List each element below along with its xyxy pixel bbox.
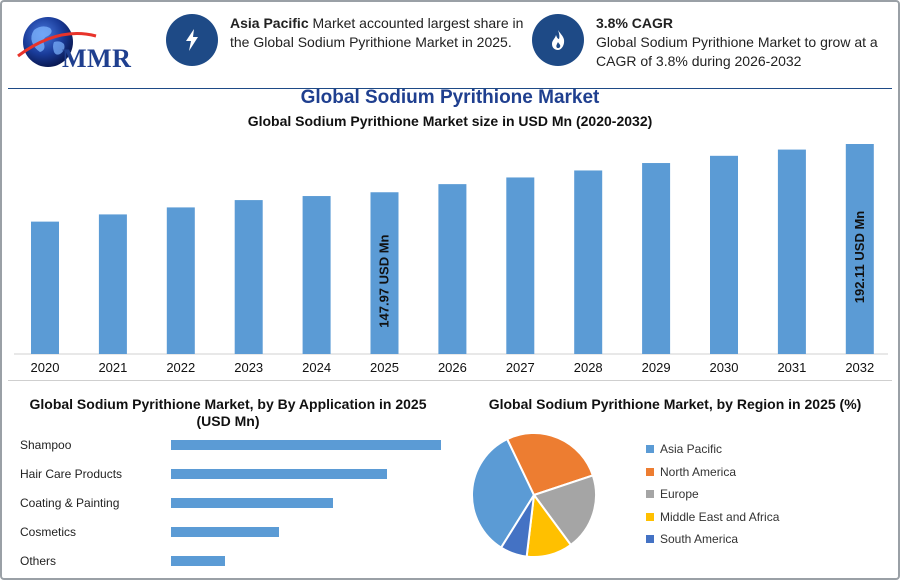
bar-2032 <box>845 144 874 354</box>
info-asia-pacific: Asia Pacific Market accounted largest sh… <box>230 15 524 50</box>
legend-swatch <box>646 467 654 476</box>
x-tick-label: 2031 <box>777 360 806 375</box>
mmr-globe-logo <box>17 17 97 67</box>
bar-2024 <box>302 196 331 354</box>
bar-data-label: 147.97 USD Mn <box>377 234 392 327</box>
region-chart-title: Global Sodium Pyrithione Market, by Regi… <box>488 396 862 412</box>
app-category-label: Shampoo <box>20 438 72 452</box>
x-tick-label: 2026 <box>438 360 467 375</box>
bar-2022 <box>166 207 195 354</box>
pie-slice-0 <box>471 437 536 549</box>
app-category-label: Coating & Painting <box>20 496 119 510</box>
pie-slice-4 <box>499 494 535 558</box>
legend-entry: Asia Pacific <box>646 442 722 456</box>
x-tick-label: 2029 <box>642 360 671 375</box>
legend-entry: Europe <box>646 487 699 501</box>
info-cagr: 3.8% CAGR Global Sodium Pyrithione Market… <box>596 15 878 69</box>
x-tick-label: 2021 <box>98 360 127 375</box>
legend-label: Middle East and Africa <box>660 509 780 524</box>
app-bar-3 <box>171 527 279 537</box>
pie-slice-2 <box>532 474 597 547</box>
legend-entry: Middle East and Africa <box>646 510 779 524</box>
x-tick-label: 2032 <box>845 360 874 375</box>
x-tick-label: 2030 <box>710 360 739 375</box>
bar-2020 <box>31 221 59 354</box>
app-bar-4 <box>171 556 225 566</box>
region-pie-chart <box>471 432 597 558</box>
application-chart-title: Global Sodium Pyrithione Market, by By A… <box>29 396 427 429</box>
bar-2025 <box>370 192 399 354</box>
legend-label: Asia Pacific <box>660 442 723 456</box>
legend-swatch <box>646 490 654 498</box>
legend-swatch <box>646 445 654 453</box>
bar-2029 <box>642 163 671 354</box>
x-tick-label: 2025 <box>370 360 399 375</box>
main-chart-subtitle: Global Sodium Pyrithione Market size in … <box>247 113 653 129</box>
bar-data-label: 192.11 USD Mn <box>852 211 867 304</box>
application-bar-chart: Shampoo Hair Care Products Coating & Paint… <box>20 438 441 568</box>
x-tick-label: 2020 <box>31 360 60 375</box>
bar-2028 <box>574 170 603 354</box>
bar-2021 <box>98 214 127 354</box>
bar-2031 <box>777 149 806 354</box>
legend-entry: South America <box>646 532 738 546</box>
x-tick-label: 2027 <box>506 360 535 375</box>
legend-label: South America <box>660 532 739 546</box>
legend-swatch <box>646 535 654 543</box>
bar-2026 <box>438 184 467 354</box>
legend-entry: North America <box>646 465 736 479</box>
pie-slice-1 <box>505 432 595 497</box>
x-tick-label: 2023 <box>234 360 263 375</box>
app-category-label: Hair Care Products <box>20 467 122 481</box>
x-tick-label: 2024 <box>302 360 331 375</box>
legend-label: Europe <box>660 487 699 501</box>
x-tick-label: 2028 <box>574 360 603 375</box>
bar-2027 <box>506 177 535 354</box>
lightning-icon <box>166 14 218 66</box>
app-category-label: Others <box>20 554 56 568</box>
bar-2023 <box>234 200 263 354</box>
app-bar-0 <box>171 440 441 450</box>
app-bar-2 <box>171 498 333 508</box>
bar-2030 <box>710 155 738 354</box>
section-divider <box>8 380 892 381</box>
logo-text: MMR <box>62 44 132 73</box>
legend-swatch <box>646 512 654 521</box>
x-tick-label: 2022 <box>166 360 195 375</box>
header-divider <box>8 88 892 89</box>
main-chart-title: Global Sodium Pyrithione Market <box>300 87 600 108</box>
app-bar-1 <box>171 469 387 479</box>
market-size-bar-chart: 2020 2021 2022 2023 2024 2025 147.97 USD Mn 202… <box>14 144 888 375</box>
legend-label: North America <box>660 464 737 479</box>
flame-icon <box>532 14 584 66</box>
app-category-label: Cosmetics <box>20 525 76 539</box>
